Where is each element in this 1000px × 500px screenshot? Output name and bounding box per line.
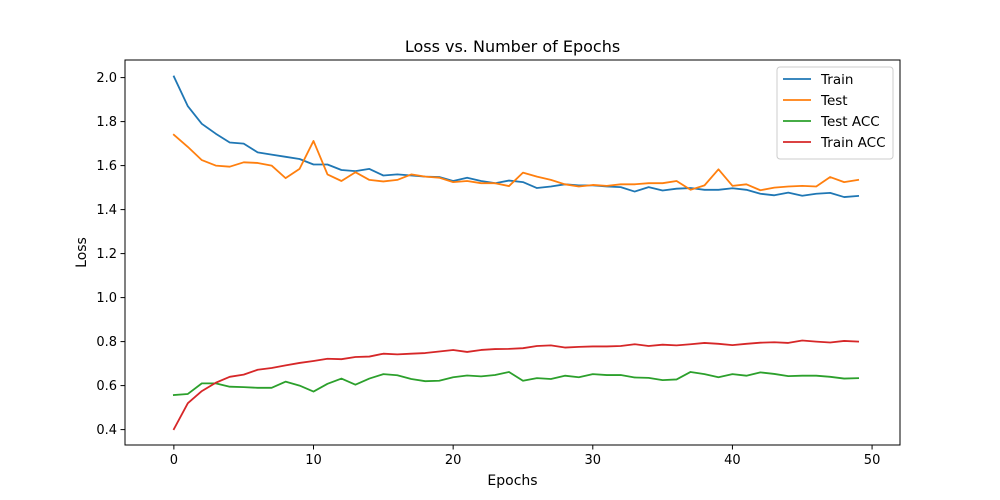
legend-label-test: Test bbox=[820, 93, 848, 109]
legend-label-test-acc: Test ACC bbox=[820, 114, 880, 130]
y-axis: 0.4 0.6 0.8 1.0 1.2 1.4 1.6 1.8 2.0 bbox=[96, 71, 125, 438]
series-line-test bbox=[172, 133, 860, 192]
x-tick-label: 10 bbox=[305, 453, 322, 468]
x-axis-label: Epochs bbox=[487, 473, 537, 489]
legend-label-train: Train bbox=[820, 72, 853, 88]
x-tick-label: 30 bbox=[585, 453, 602, 468]
x-tick-label: 50 bbox=[864, 453, 881, 468]
y-tick-label: 0.4 bbox=[96, 423, 117, 438]
plot-frame bbox=[124, 59, 901, 446]
legend: Train Test Test ACC Train ACC bbox=[776, 66, 894, 160]
legend-label-train-acc: Train ACC bbox=[820, 135, 886, 151]
x-tick-label: 20 bbox=[445, 453, 462, 468]
y-tick-label: 1.2 bbox=[96, 247, 117, 262]
chart-title: Loss vs. Number of Epochs bbox=[405, 37, 620, 56]
y-tick-label: 1.0 bbox=[96, 291, 117, 306]
y-tick-label: 1.4 bbox=[96, 203, 117, 218]
y-tick-label: 1.6 bbox=[96, 159, 117, 174]
y-tick-label: 1.8 bbox=[96, 115, 117, 130]
x-tick-label: 0 bbox=[170, 453, 178, 468]
series-line-train-acc bbox=[172, 339, 860, 431]
legend-box bbox=[776, 66, 894, 160]
y-tick-label: 2.0 bbox=[96, 71, 117, 86]
series-line-test-acc bbox=[172, 371, 860, 397]
x-axis: 0 10 20 30 40 50 bbox=[170, 445, 881, 468]
x-tick-label: 40 bbox=[724, 453, 741, 468]
series-line-train bbox=[172, 75, 860, 198]
y-tick-label: 0.8 bbox=[96, 335, 117, 350]
y-axis-label: Loss bbox=[74, 237, 90, 268]
y-tick-label: 0.6 bbox=[96, 379, 117, 394]
plot-area bbox=[172, 75, 860, 431]
